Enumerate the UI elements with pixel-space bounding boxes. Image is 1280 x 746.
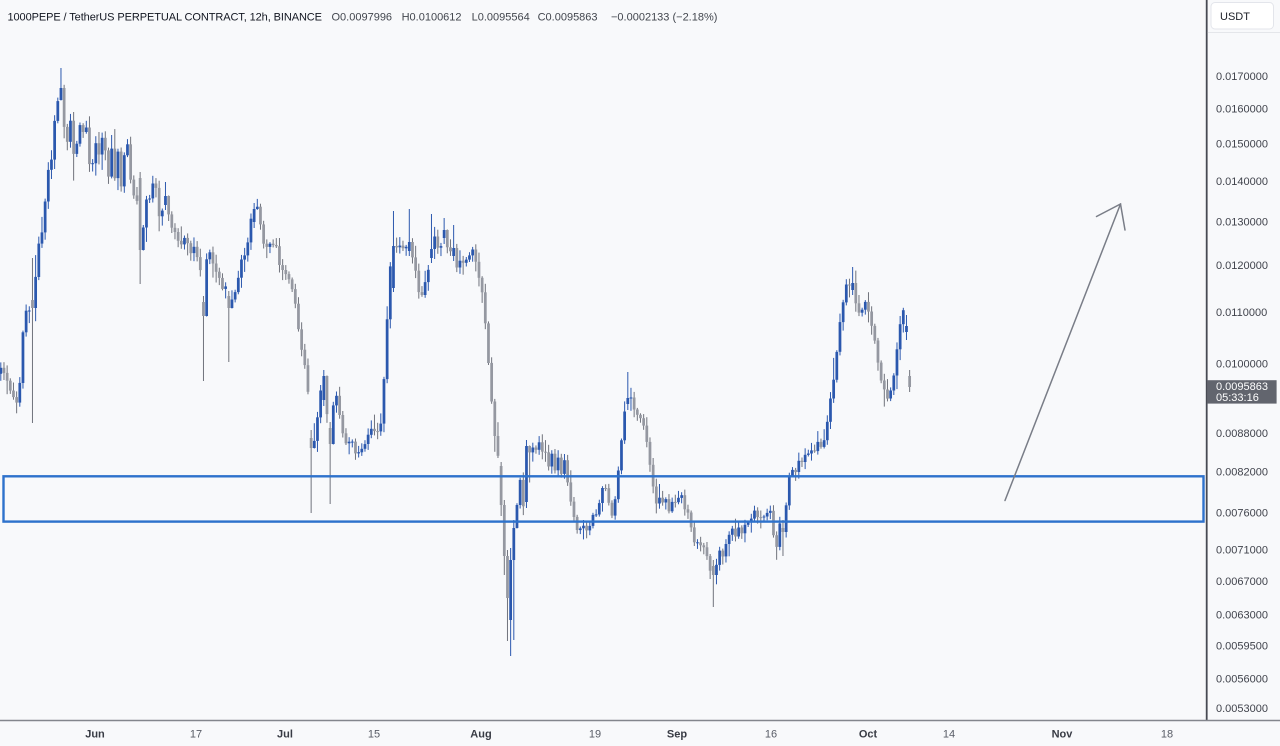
svg-text:0.0095863: 0.0095863	[1216, 381, 1268, 393]
svg-text:USDT: USDT	[1220, 11, 1250, 23]
svg-text:Jun: Jun	[85, 729, 105, 741]
svg-text:Nov: Nov	[1052, 729, 1074, 741]
svg-text:0.0056000: 0.0056000	[1216, 673, 1268, 685]
svg-text:0.0076000: 0.0076000	[1216, 508, 1268, 520]
svg-text:16: 16	[765, 729, 777, 741]
svg-text:0.0130000: 0.0130000	[1216, 216, 1268, 228]
svg-text:0.0120000: 0.0120000	[1216, 260, 1268, 272]
svg-text:C0.0095863: C0.0095863	[538, 11, 598, 23]
svg-text:15: 15	[368, 729, 380, 741]
svg-text:0.0053000: 0.0053000	[1216, 703, 1268, 715]
svg-text:17: 17	[190, 729, 202, 741]
svg-text:0.0088000: 0.0088000	[1216, 428, 1268, 440]
svg-text:0.0082000: 0.0082000	[1216, 466, 1268, 478]
svg-text:14: 14	[943, 729, 955, 741]
svg-text:Jul: Jul	[277, 729, 293, 741]
svg-text:05:33:16: 05:33:16	[1216, 392, 1259, 404]
svg-text:0.0170000: 0.0170000	[1216, 71, 1268, 83]
svg-text:Oct: Oct	[859, 729, 878, 741]
svg-text:0.0071000: 0.0071000	[1216, 545, 1268, 557]
svg-text:Aug: Aug	[470, 729, 491, 741]
svg-text:1000PEPE / TetherUS PERPETUAL: 1000PEPE / TetherUS PERPETUAL CONTRACT, …	[8, 11, 323, 23]
svg-text:0.0063000: 0.0063000	[1216, 609, 1268, 621]
svg-text:19: 19	[589, 729, 601, 741]
svg-text:0.0150000: 0.0150000	[1216, 139, 1268, 151]
svg-text:Sep: Sep	[667, 729, 687, 741]
svg-text:0.0067000: 0.0067000	[1216, 576, 1268, 588]
svg-text:18: 18	[1161, 729, 1173, 741]
svg-text:H0.0100612: H0.0100612	[402, 11, 462, 23]
svg-text:O0.0097996: O0.0097996	[332, 11, 393, 23]
svg-text:L0.0095564: L0.0095564	[472, 11, 530, 23]
svg-text:0.0140000: 0.0140000	[1216, 176, 1268, 188]
svg-text:0.0160000: 0.0160000	[1216, 104, 1268, 116]
svg-text:0.0110000: 0.0110000	[1216, 307, 1267, 319]
svg-text:0.0059500: 0.0059500	[1216, 640, 1268, 652]
svg-text:−0.0002133 (−2.18%): −0.0002133 (−2.18%)	[611, 11, 717, 23]
svg-text:0.0100000: 0.0100000	[1216, 359, 1268, 371]
